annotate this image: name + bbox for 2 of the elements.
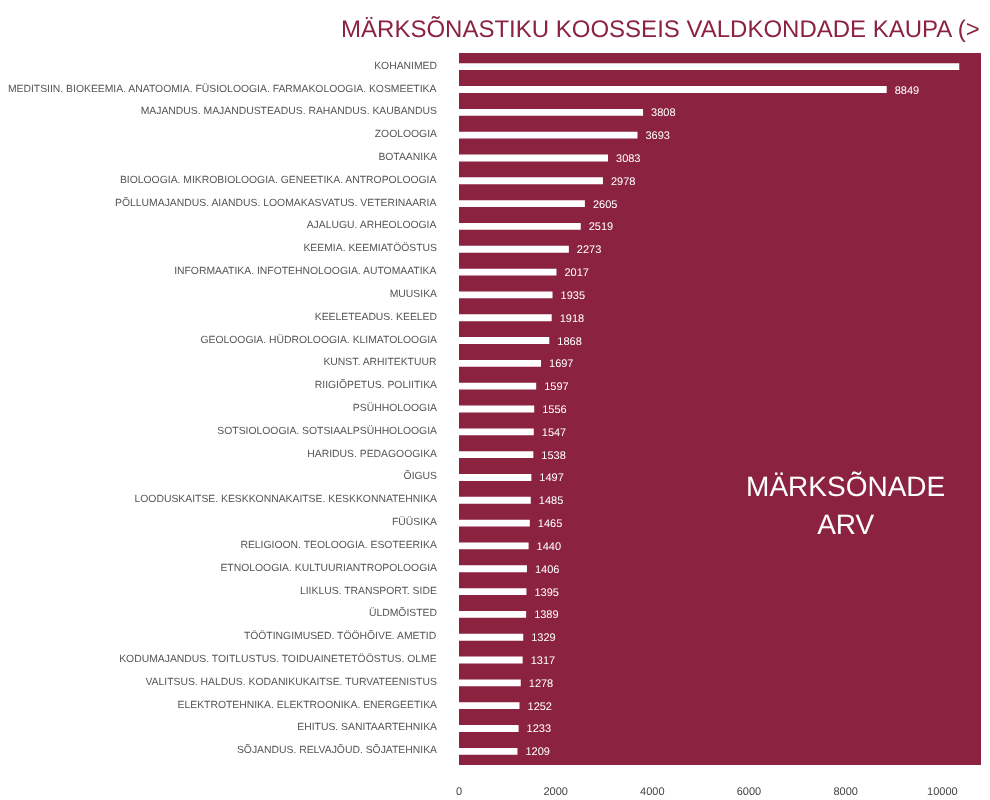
annotation: MÄRKSÕNADE ARV: [746, 470, 946, 541]
chart-title: MÄRKSÕNASTIKU KOOSSEIS VALDKONDADE KAUPA (>: [341, 15, 980, 43]
